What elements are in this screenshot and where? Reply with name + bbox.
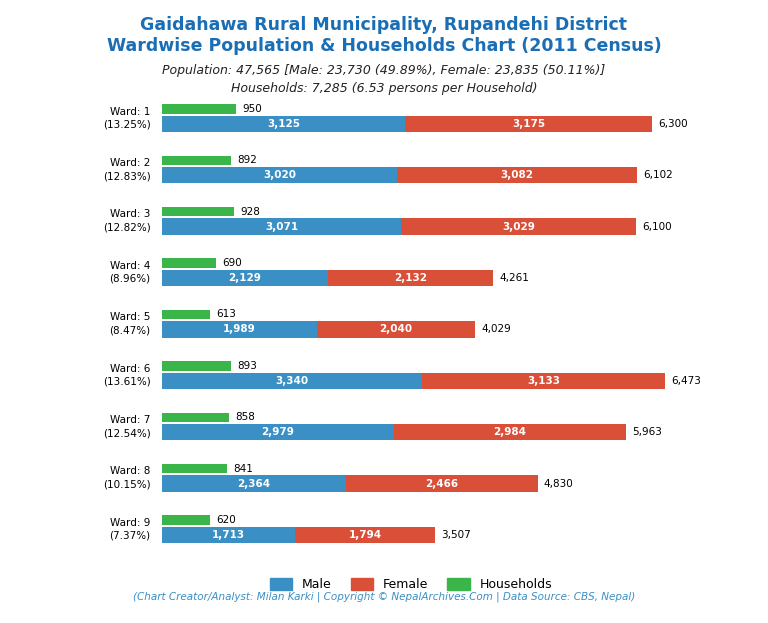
Text: 2,979: 2,979 <box>261 427 294 437</box>
Bar <box>405 116 652 132</box>
Bar <box>162 361 231 371</box>
Text: 4,830: 4,830 <box>544 478 574 488</box>
Text: 3,029: 3,029 <box>502 222 535 232</box>
Text: 3,082: 3,082 <box>500 170 533 180</box>
Text: 3,020: 3,020 <box>263 170 296 180</box>
Bar <box>394 424 626 440</box>
Text: 5,963: 5,963 <box>632 427 662 437</box>
Text: 1,794: 1,794 <box>349 530 382 540</box>
Bar <box>162 475 346 492</box>
Text: Ward: 9
(7.37%): Ward: 9 (7.37%) <box>109 518 151 541</box>
Text: 2,466: 2,466 <box>425 478 458 488</box>
Text: 858: 858 <box>235 412 255 422</box>
Legend: Male, Female, Households: Male, Female, Households <box>264 573 558 596</box>
Bar <box>422 373 665 389</box>
Text: 6,102: 6,102 <box>643 170 673 180</box>
Text: Gaidahawa Rural Municipality, Rupandehi District: Gaidahawa Rural Municipality, Rupandehi … <box>141 16 627 34</box>
Bar <box>316 321 475 338</box>
Text: 6,473: 6,473 <box>671 376 701 386</box>
Text: Ward: 7
(12.54%): Ward: 7 (12.54%) <box>103 415 151 438</box>
Text: Households: 7,285 (6.53 persons per Household): Households: 7,285 (6.53 persons per Hous… <box>230 82 538 95</box>
Text: (Chart Creator/Analyst: Milan Karki | Copyright © NepalArchives.Com | Data Sourc: (Chart Creator/Analyst: Milan Karki | Co… <box>133 592 635 602</box>
Bar <box>162 464 227 473</box>
Text: Ward: 5
(8.47%): Ward: 5 (8.47%) <box>109 312 151 335</box>
Text: Ward: 2
(12.83%): Ward: 2 (12.83%) <box>103 158 151 181</box>
Text: 2,984: 2,984 <box>493 427 526 437</box>
Text: 620: 620 <box>217 515 237 525</box>
Text: 3,071: 3,071 <box>265 222 298 232</box>
Text: Wardwise Population & Households Chart (2011 Census): Wardwise Population & Households Chart (… <box>107 37 661 55</box>
Bar <box>397 167 637 183</box>
Text: 6,100: 6,100 <box>643 222 672 232</box>
Bar <box>162 116 405 132</box>
Text: 4,261: 4,261 <box>500 273 529 283</box>
Bar <box>401 219 637 235</box>
Bar <box>162 259 216 268</box>
Text: 3,175: 3,175 <box>512 119 545 129</box>
Text: 950: 950 <box>242 104 262 114</box>
Text: 2,040: 2,040 <box>379 325 412 335</box>
Bar <box>162 270 328 286</box>
Bar <box>162 167 397 183</box>
Text: 892: 892 <box>237 155 257 165</box>
Text: 3,125: 3,125 <box>267 119 300 129</box>
Bar <box>162 321 316 338</box>
Bar <box>162 104 236 113</box>
Text: 2,364: 2,364 <box>237 478 270 488</box>
Text: Ward: 1
(13.25%): Ward: 1 (13.25%) <box>103 107 151 130</box>
Text: 690: 690 <box>222 258 242 268</box>
Text: Ward: 6
(13.61%): Ward: 6 (13.61%) <box>103 364 151 387</box>
Bar <box>295 527 435 543</box>
Text: 3,507: 3,507 <box>441 530 471 540</box>
Text: 841: 841 <box>233 464 253 473</box>
Bar <box>162 373 422 389</box>
Bar <box>346 475 538 492</box>
Bar <box>162 310 210 319</box>
Bar <box>162 156 231 165</box>
Text: Ward: 3
(12.82%): Ward: 3 (12.82%) <box>103 209 151 232</box>
Text: 4,029: 4,029 <box>482 325 511 335</box>
Text: 1,713: 1,713 <box>212 530 245 540</box>
Text: Ward: 4
(8.96%): Ward: 4 (8.96%) <box>109 261 151 284</box>
Text: 928: 928 <box>240 207 260 217</box>
Text: 2,132: 2,132 <box>394 273 427 283</box>
Bar <box>162 219 401 235</box>
Text: 893: 893 <box>238 361 257 371</box>
Bar <box>162 424 394 440</box>
Text: 6,300: 6,300 <box>658 119 688 129</box>
Text: 613: 613 <box>216 310 236 320</box>
Bar <box>162 412 229 422</box>
Bar <box>162 207 234 216</box>
Text: 3,340: 3,340 <box>276 376 309 386</box>
Bar <box>328 270 493 286</box>
Text: 2,129: 2,129 <box>228 273 261 283</box>
Bar <box>162 527 295 543</box>
Bar <box>162 515 210 525</box>
Text: Population: 47,565 [Male: 23,730 (49.89%), Female: 23,835 (50.11%)]: Population: 47,565 [Male: 23,730 (49.89%… <box>162 64 606 77</box>
Text: 3,133: 3,133 <box>527 376 560 386</box>
Text: Ward: 8
(10.15%): Ward: 8 (10.15%) <box>103 467 151 490</box>
Text: 1,989: 1,989 <box>223 325 256 335</box>
